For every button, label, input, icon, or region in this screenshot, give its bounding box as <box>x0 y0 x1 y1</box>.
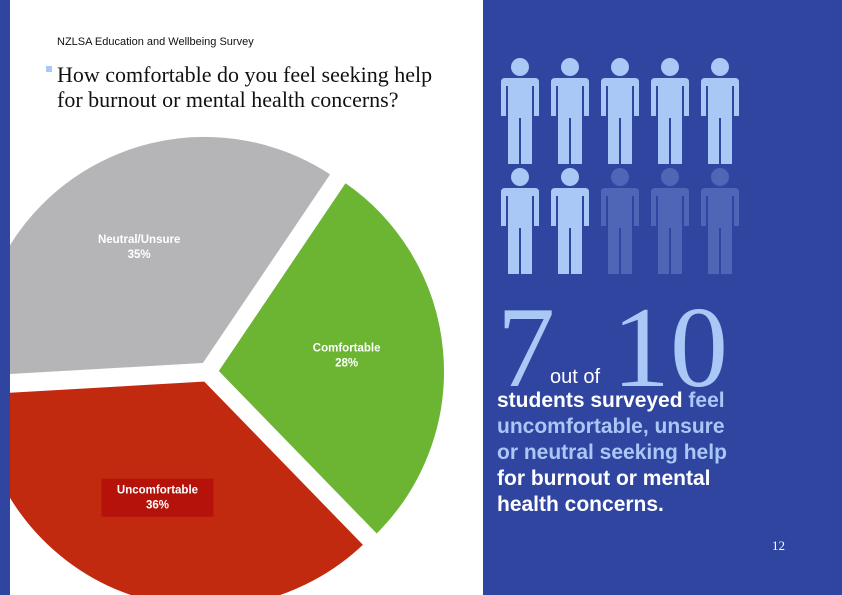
icon-body <box>651 188 689 274</box>
chart-title: How comfortable do you feel seeking help… <box>57 62 433 112</box>
person-icon <box>651 168 689 274</box>
slice-label: Comfortable <box>313 343 381 355</box>
pie-slice <box>10 130 339 381</box>
icon-head <box>561 168 579 186</box>
big-count: 7 <box>497 284 555 412</box>
icon-body <box>651 78 689 164</box>
icon-head <box>661 58 679 76</box>
person-icon <box>701 58 739 164</box>
slice-label: Neutral/Unsure <box>98 234 180 246</box>
icon-body <box>501 188 539 274</box>
person-icon <box>701 168 739 274</box>
big-total: 10 <box>612 284 728 412</box>
person-icon <box>651 58 689 164</box>
slice-value: 28% <box>335 358 358 370</box>
slice-value: 36% <box>146 500 169 512</box>
callout-text-part: students surveyed <box>497 389 689 412</box>
slice-label: Uncomfortable <box>117 485 198 497</box>
icon-body <box>601 78 639 164</box>
callout-text: students surveyed feel uncomfortable, un… <box>497 388 742 518</box>
callout-text-part: feel uncomfortable, unsure or neutral se… <box>497 389 727 464</box>
icon-body <box>701 188 739 274</box>
icon-head <box>611 168 629 186</box>
icon-body <box>501 78 539 164</box>
slice-value: 35% <box>128 249 151 261</box>
icon-grid <box>501 58 739 274</box>
icon-body <box>701 78 739 164</box>
icon-body <box>551 188 589 274</box>
person-icon <box>601 58 639 164</box>
label-box <box>101 478 214 517</box>
icon-body <box>601 188 639 274</box>
callout-text-part: for burnout or mental health concerns. <box>497 467 711 516</box>
icon-head <box>611 58 629 76</box>
person-icon <box>551 168 589 274</box>
title-bullet <box>46 66 52 72</box>
person-icon <box>551 58 589 164</box>
icon-head <box>711 58 729 76</box>
icon-head <box>711 168 729 186</box>
left-strip <box>0 0 10 595</box>
page-number: 12 <box>772 538 785 553</box>
pie-slice <box>211 174 450 542</box>
header: NZLSA Education and Wellbeing Survey <box>57 36 254 48</box>
icon-head <box>561 58 579 76</box>
icon-head <box>511 58 529 76</box>
out-of: out of <box>550 366 601 388</box>
icon-head <box>511 168 529 186</box>
person-icon <box>601 168 639 274</box>
pie-chart: Comfortable 28% Uncomfortable 36% Neutral/Un… <box>10 130 450 595</box>
icon-head <box>661 168 679 186</box>
icon-body <box>551 78 589 164</box>
person-icon <box>501 58 539 164</box>
person-icon <box>501 168 539 274</box>
